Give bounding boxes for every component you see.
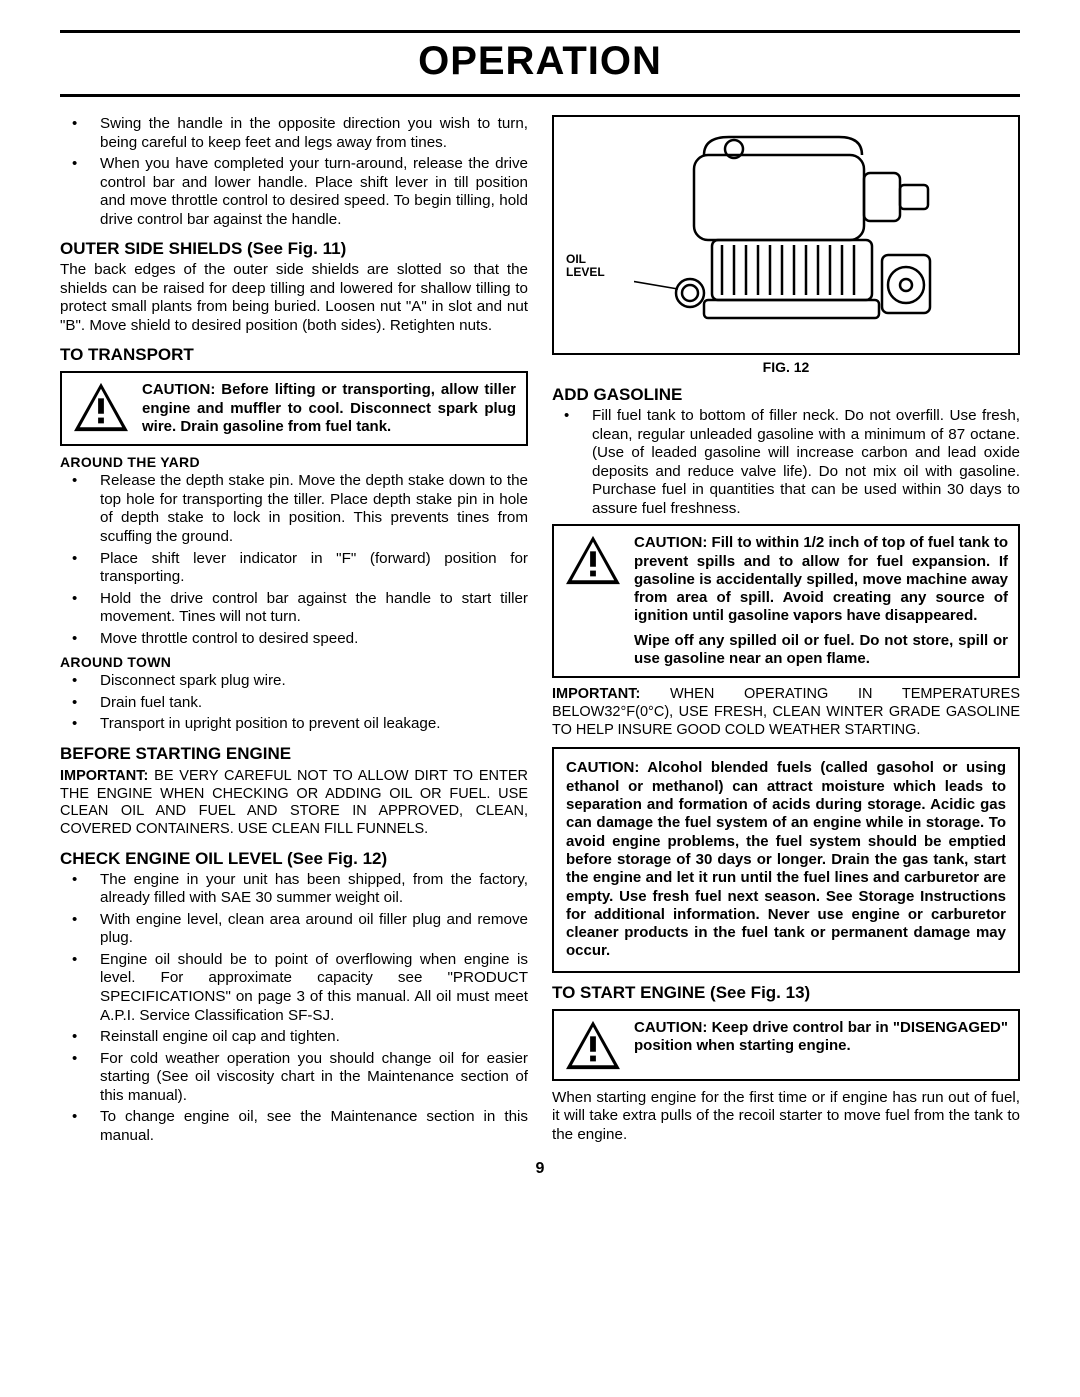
around-yard-heading: AROUND THE YARD	[60, 454, 528, 470]
left-column: Swing the handle in the opposite directi…	[60, 115, 528, 1148]
outer-shields-heading: OUTER SIDE SHIELDS (See Fig. 11)	[60, 239, 528, 259]
figure-12-caption: FIG. 12	[552, 359, 1020, 375]
important-label: IMPORTANT:	[552, 686, 640, 702]
oil-level-label: OIL LEVEL	[566, 253, 605, 279]
start-engine-text: When starting engine for the first time …	[552, 1089, 1020, 1145]
start-engine-heading: TO START ENGINE (See Fig. 13)	[552, 983, 1020, 1003]
caution-text: CAUTION: Alcohol blended fuels (called g…	[566, 759, 1006, 960]
intro-bullet-list: Swing the handle in the opposite directi…	[60, 115, 528, 229]
list-item: For cold weather operation you should ch…	[60, 1050, 528, 1106]
caution-text: CAUTION: Before lifting or transporting,…	[142, 381, 516, 436]
list-item: Fill fuel tank to bottom of filler neck.…	[552, 407, 1020, 518]
list-item: Hold the drive control bar against the h…	[60, 590, 528, 627]
important-label: IMPORTANT:	[60, 768, 148, 784]
engine-illustration	[634, 125, 974, 345]
warning-triangle-icon	[564, 534, 622, 586]
figure-12-box: OIL LEVEL	[552, 115, 1020, 355]
transport-caution-box: CAUTION: Before lifting or transporting,…	[60, 371, 528, 446]
transport-heading: TO TRANSPORT	[60, 345, 528, 365]
outer-shields-text: The back edges of the outer side shields…	[60, 261, 528, 335]
caution-text: CAUTION: Keep drive control bar in "DISE…	[634, 1019, 1008, 1056]
caution-sub: Wipe off any spilled oil or fuel. Do not…	[634, 632, 1008, 669]
caution-main: CAUTION: Fill to within 1/2 inch of top …	[634, 534, 1008, 624]
page-number: 9	[60, 1160, 1020, 1178]
list-item: Disconnect spark plug wire.	[60, 672, 528, 691]
page-title: OPERATION	[60, 30, 1020, 97]
right-column: OIL LEVEL	[552, 115, 1020, 1148]
before-start-important: IMPORTANT: BE VERY CAREFUL NOT TO ALLOW …	[60, 768, 528, 839]
gasoline-caution-box-2: CAUTION: Alcohol blended fuels (called g…	[552, 747, 1020, 972]
list-item: Reinstall engine oil cap and tighten.	[60, 1028, 528, 1047]
gasoline-caution-box-1: CAUTION: Fill to within 1/2 inch of top …	[552, 524, 1020, 678]
start-engine-caution-box: CAUTION: Keep drive control bar in "DISE…	[552, 1009, 1020, 1081]
list-item: Swing the handle in the opposite directi…	[60, 115, 528, 152]
gasoline-important: IMPORTANT: WHEN OPERATING IN TEMPERATURE…	[552, 686, 1020, 739]
content-columns: Swing the handle in the opposite directi…	[60, 115, 1020, 1148]
list-item: Move throttle control to desired speed.	[60, 630, 528, 649]
list-item: Transport in upright position to prevent…	[60, 715, 528, 734]
warning-triangle-icon	[72, 381, 130, 433]
add-gas-bullet-list: Fill fuel tank to bottom of filler neck.…	[552, 407, 1020, 518]
around-town-heading: AROUND TOWN	[60, 654, 528, 670]
caution-text: CAUTION: Fill to within 1/2 inch of top …	[634, 534, 1008, 668]
before-start-heading: BEFORE STARTING ENGINE	[60, 744, 528, 764]
warning-triangle-icon	[564, 1019, 622, 1071]
list-item: Drain fuel tank.	[60, 694, 528, 713]
list-item: The engine in your unit has been shipped…	[60, 871, 528, 908]
list-item: To change engine oil, see the Maintenanc…	[60, 1108, 528, 1145]
list-item: When you have completed your turn-around…	[60, 155, 528, 229]
list-item: Engine oil should be to point of overflo…	[60, 951, 528, 1025]
add-gasoline-heading: ADD GASOLINE	[552, 385, 1020, 405]
yard-bullet-list: Release the depth stake pin. Move the de…	[60, 472, 528, 648]
list-item: Place shift lever indicator in "F" (forw…	[60, 550, 528, 587]
list-item: With engine level, clean area around oil…	[60, 911, 528, 948]
list-item: Release the depth stake pin. Move the de…	[60, 472, 528, 546]
check-oil-heading: CHECK ENGINE OIL LEVEL (See Fig. 12)	[60, 849, 528, 869]
check-oil-bullet-list: The engine in your unit has been shipped…	[60, 871, 528, 1146]
town-bullet-list: Disconnect spark plug wire. Drain fuel t…	[60, 672, 528, 734]
